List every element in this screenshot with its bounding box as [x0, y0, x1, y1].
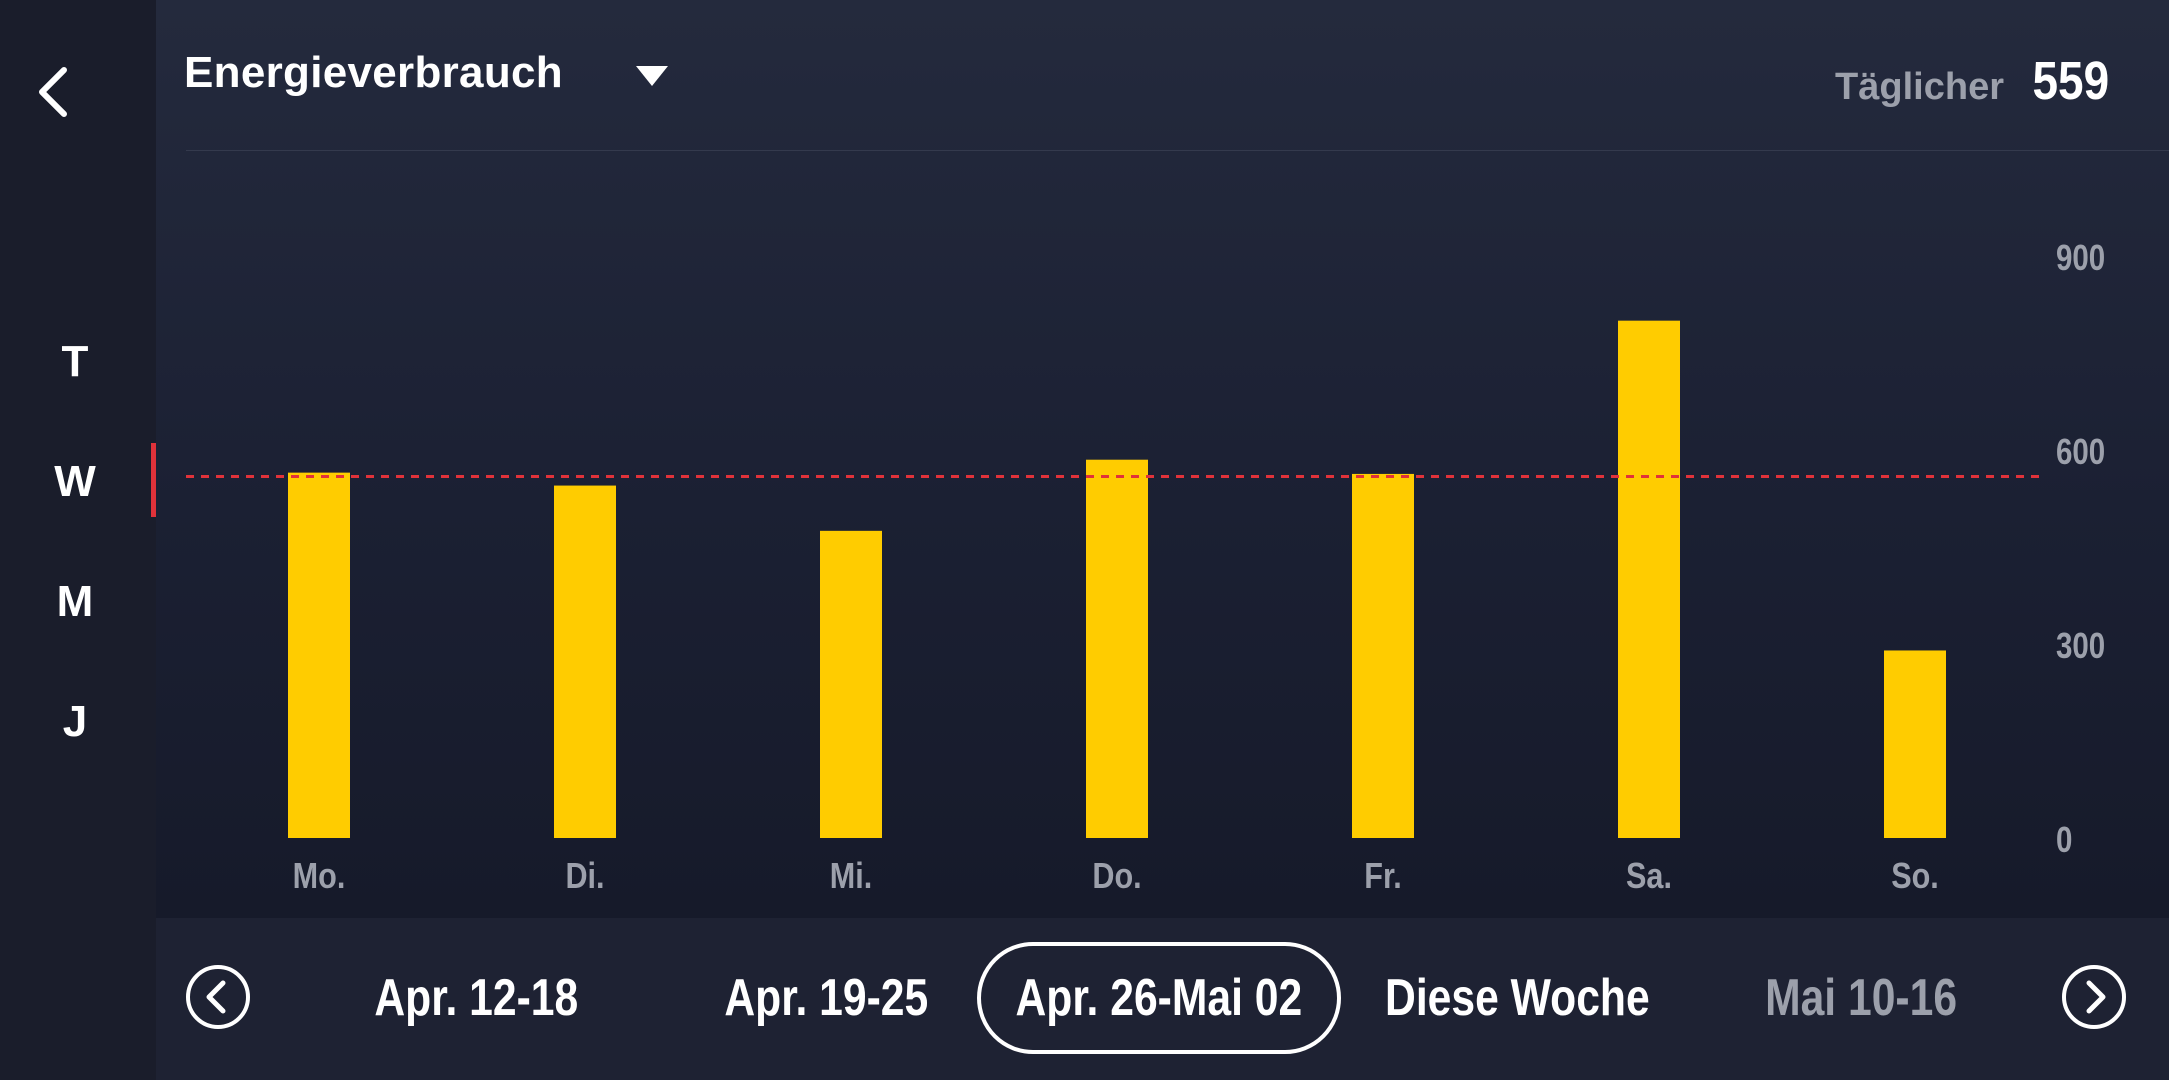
x-tick-label: Mo. [293, 857, 346, 897]
period-week-button[interactable]: W [54, 457, 96, 506]
next-week-button[interactable] [2062, 965, 2126, 1029]
chevron-left-icon [206, 980, 226, 1014]
x-tick-label: Mi. [830, 857, 872, 897]
caret-down-icon[interactable] [636, 66, 668, 86]
bar [820, 530, 882, 838]
bar [288, 472, 350, 838]
metric-title[interactable]: Energieverbrauch [184, 48, 563, 97]
period-month-button[interactable]: M [56, 577, 94, 626]
week-item-selected[interactable]: Apr. 26-Mai 02 [977, 942, 1341, 1054]
bar [554, 485, 616, 838]
chart-panel: Energieverbrauch Täglicher 559 0 300 600 90… [156, 0, 2169, 918]
daily-average-value: 559 [2032, 51, 2109, 111]
selected-period-indicator [151, 443, 156, 517]
week-navigation: Apr. 12-18 Apr. 19-25 Apr. 26-Mai 02 Die… [156, 918, 2169, 1080]
bar [1352, 473, 1414, 838]
week-item[interactable]: Mai 10-16 [1764, 969, 1957, 1027]
x-tick-label: So. [1891, 857, 1939, 897]
period-sidebar: T W M J [0, 0, 156, 1080]
period-year-button[interactable]: J [62, 697, 88, 746]
back-button[interactable] [30, 62, 80, 122]
x-tick-label: Sa. [1626, 857, 1672, 897]
week-item[interactable]: Apr. 12-18 [374, 969, 578, 1027]
y-tick-label: 300 [2056, 625, 2105, 665]
week-item[interactable]: Diese Woche [1385, 969, 1650, 1027]
bar [1618, 320, 1680, 839]
period-day-button[interactable]: T [61, 337, 89, 386]
x-tick-label: Do. [1092, 857, 1141, 897]
x-tick-label: Di. [565, 857, 604, 897]
y-tick-label: 900 [2056, 237, 2105, 277]
y-tick-label: 0 [2056, 819, 2072, 859]
bar [1884, 650, 1946, 838]
y-tick-label: 600 [2056, 431, 2105, 471]
chevron-left-icon [39, 67, 67, 117]
x-tick-label: Fr. [1364, 857, 1401, 897]
header-divider [186, 150, 2169, 151]
daily-average-label: Täglicher [1835, 66, 2004, 108]
chevron-right-icon [2086, 980, 2106, 1014]
energy-bar-chart: 0 300 600 900 Mo. Di. Mi. Do. Fr. Sa. So. [186, 237, 2105, 897]
previous-week-button[interactable] [186, 965, 250, 1029]
bar [1086, 459, 1148, 838]
week-item[interactable]: Apr. 19-25 [724, 969, 928, 1027]
